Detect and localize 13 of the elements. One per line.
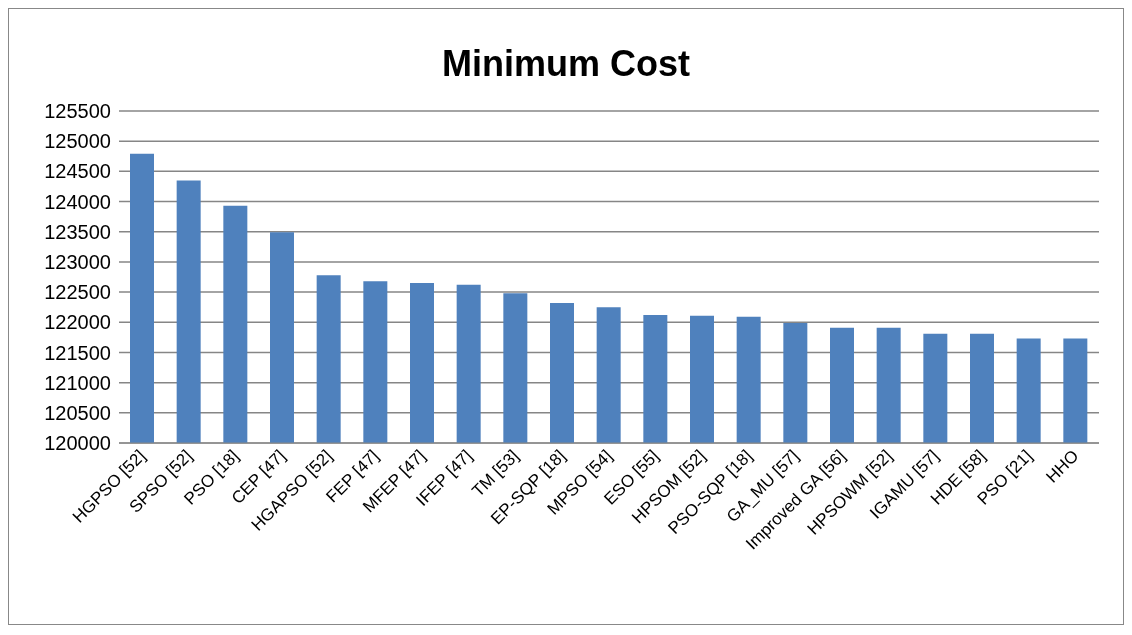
y-tick-label: 122500 [44,281,111,304]
y-tick-label: 123500 [44,220,111,243]
y-tick-label: 120500 [44,401,111,424]
y-tick-label: 121500 [44,341,111,364]
y-tick-label: 124000 [44,190,111,213]
y-tick-label: 122000 [44,311,111,334]
y-tick-label: 125500 [44,100,111,123]
y-tick-label: 120000 [44,432,111,455]
y-tick-label: 121000 [44,371,111,394]
y-tick-label: 124500 [44,160,111,183]
y-tick-label: 123000 [44,251,111,274]
chart-title: Minimum Cost [442,43,690,84]
y-tick-label: 125000 [44,130,111,153]
